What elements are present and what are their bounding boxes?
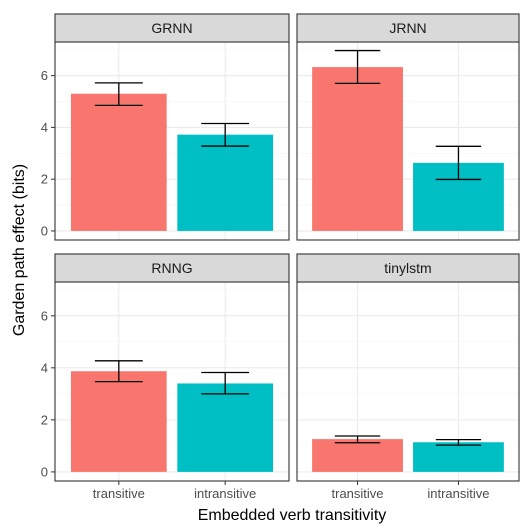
bar-intransitive [413,442,504,472]
strip-label: JRNN [389,20,426,36]
panel-jrnn: JRNN [296,13,520,241]
y-tick-label: 2 [41,412,48,427]
panels-layer: GRNN 0 2 4 6 JRNN RNNG 0 2 4 6 transitive intransiti… [41,13,520,501]
panel-tinylstm: tinylstm transitive intransitive [296,253,520,501]
strip-label: tinylstm [384,260,431,276]
x-tick-label: transitive [93,486,145,501]
strip-background [296,13,520,43]
bar-transitive [70,371,167,472]
x-tick-label: intransitive [194,486,256,501]
x-tick-label: transitive [332,486,384,501]
strip-label: RNNG [151,260,192,276]
x-tick-label: intransitive [427,486,489,501]
panel-rnng: RNNG 0 2 4 6 transitive intransitive [41,253,290,501]
y-tick-label: 0 [41,464,48,479]
panel-grnn: GRNN 0 2 4 6 [41,13,290,241]
strip-background [54,13,290,43]
error-bar-intransitive [435,438,482,446]
bar-transitive [312,439,403,472]
bar-intransitive [177,383,274,472]
y-tick-label: 4 [41,120,48,135]
bar-intransitive [177,134,274,231]
strip-background [54,253,290,283]
y-tick-label: 0 [41,223,48,238]
y-tick-label: 6 [41,68,48,83]
bar-transitive [312,67,403,231]
y-tick-label: 4 [41,360,48,375]
error-bar-intransitive [435,145,482,181]
y-tick-label: 2 [41,172,48,187]
y-tick-label: 6 [41,308,48,323]
strip-label: GRNN [151,20,192,36]
error-bar-transitive [94,360,143,383]
strip-background [296,253,520,283]
error-bar-intransitive [201,122,250,147]
x-axis-title: Embedded verb transitivity [198,507,387,524]
bar-transitive [70,93,167,231]
error-bar-intransitive [201,371,250,395]
error-bar-transitive [334,49,381,85]
y-axis-title: Garden path effect (bits) [11,164,28,336]
error-bar-transitive [94,82,143,107]
error-bar-transitive [334,435,381,444]
